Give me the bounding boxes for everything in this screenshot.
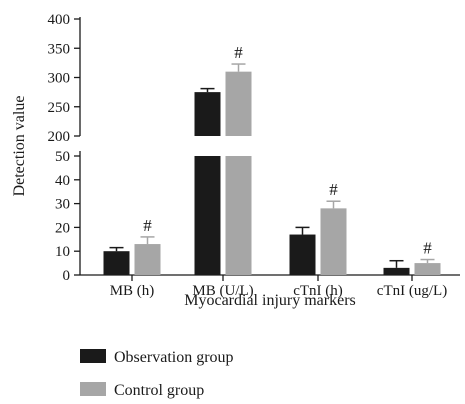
- x-ticks: [131, 275, 413, 281]
- significance-marker: #: [143, 216, 152, 235]
- x-tick-label: MB (h): [110, 283, 155, 299]
- lower-y-axis: 0 10 20 30 40 50: [55, 149, 81, 284]
- bar-observation: [289, 234, 316, 275]
- legend-swatch-observation: [80, 349, 106, 363]
- y-tick-label: 30: [55, 197, 70, 213]
- significance-marker: #: [329, 180, 338, 199]
- y-tick-label: 300: [48, 71, 71, 87]
- y-tick-label: 200: [48, 129, 71, 145]
- bar-observation-lower-segment: [194, 156, 221, 275]
- bar-observation: [383, 267, 410, 275]
- y-tick-label: 0: [63, 268, 71, 284]
- bar-control-upper-segment: [225, 71, 252, 136]
- bar-observation: [103, 251, 130, 275]
- x-axis: [80, 274, 460, 281]
- y-axis-title: Detection value: [11, 96, 28, 197]
- legend-label-observation: Observation group: [114, 349, 234, 366]
- significance-marker: #: [423, 239, 432, 258]
- significance-marker: #: [234, 43, 243, 62]
- y-tick-label: 250: [48, 100, 71, 116]
- x-tick-label: MB (U/L): [192, 283, 253, 299]
- bar-control: [414, 263, 441, 275]
- x-tick-label: cTnI (ug/L): [377, 283, 447, 299]
- legend: Observation group Control group: [80, 349, 234, 399]
- bar-observation-upper-segment: [194, 92, 221, 136]
- y-tick-label: 40: [55, 173, 70, 189]
- x-tick-label: cTnI (h): [293, 283, 343, 299]
- category-labels: MB (h) MB (U/L) cTnI (h) cTnI (ug/L): [110, 283, 447, 299]
- bar-control: [320, 208, 347, 275]
- legend-swatch-control: [80, 382, 106, 396]
- y-tick-label: 400: [48, 12, 71, 28]
- bar-control: [134, 244, 161, 275]
- y-tick-label: 50: [55, 149, 70, 165]
- bar-control-lower-segment: [225, 156, 252, 275]
- upper-y-ticks: 200 250 300 350 400: [48, 12, 80, 145]
- bar-series: # # # #: [103, 43, 441, 275]
- lower-y-ticks: 0 10 20 30 40 50: [55, 149, 80, 284]
- y-tick-label: 10: [55, 244, 70, 260]
- upper-y-axis: 200 250 300 350 400: [48, 12, 81, 145]
- y-tick-label: 20: [55, 220, 70, 236]
- legend-label-control: Control group: [114, 382, 204, 399]
- x-axis-title: Myocardial injury markers: [184, 292, 356, 309]
- y-tick-label: 350: [48, 41, 71, 57]
